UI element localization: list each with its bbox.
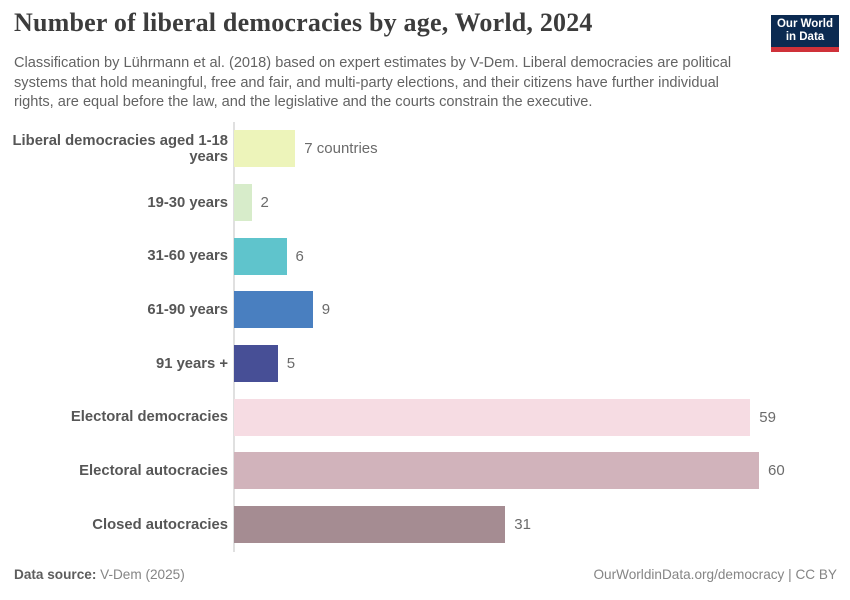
chart-rows: Liberal democracies aged 1-18 years 7 co… (0, 122, 850, 552)
bar-wrap: 2 (234, 184, 269, 222)
value-label: 2 (260, 194, 269, 212)
chart-row: Electoral autocracies 60 (0, 444, 850, 498)
category-label: Liberal democracies aged 1-18 years (12, 132, 228, 165)
bar-wrap: 7 countries (234, 130, 378, 168)
bar[interactable] (234, 345, 278, 383)
owid-logo[interactable]: Our World in Data (771, 15, 839, 52)
bar[interactable] (234, 237, 287, 275)
category-label: Closed autocracies (92, 516, 228, 533)
chart-row: Liberal democracies aged 1-18 years 7 co… (0, 122, 850, 176)
category-label: 61-90 years (147, 301, 228, 318)
bar-wrap: 60 (234, 452, 785, 490)
data-source-value: V-Dem (2025) (100, 567, 185, 582)
footer: Data source: V-Dem (2025) OurWorldinData… (14, 567, 837, 582)
license-label: | CC BY (784, 567, 837, 582)
bar[interactable] (234, 452, 759, 490)
bar-wrap: 31 (234, 506, 531, 544)
chart-row: Closed autocracies 31 (0, 498, 850, 552)
value-label: 9 (321, 301, 331, 319)
category-label: 31-60 years (147, 248, 228, 265)
bar[interactable] (234, 291, 313, 329)
data-source-label: Data source: (14, 567, 97, 582)
page-title: Number of liberal democracies by age, Wo… (14, 8, 593, 37)
footer-link[interactable]: OurWorldinData.org/democracy (593, 567, 785, 582)
bar-chart: Liberal democracies aged 1-18 years 7 co… (0, 122, 850, 552)
chart-row: 61-90 years 9 (0, 283, 850, 337)
category-label: 91 years + (156, 355, 228, 372)
category-label: Electoral democracies (70, 409, 228, 426)
bar-wrap: 9 (234, 291, 331, 329)
value-label: 31 (514, 516, 531, 534)
value-label: 59 (759, 408, 776, 426)
bar-wrap: 6 (234, 237, 304, 275)
license-note: OurWorldinData.org/democracy | CC BY (593, 567, 837, 582)
bar[interactable] (234, 506, 506, 544)
category-label: 19-30 years (147, 194, 228, 211)
bar-wrap: 5 (234, 345, 296, 383)
y-axis-line (233, 122, 235, 552)
owid-logo-line2: in Data (785, 31, 825, 43)
value-label: 6 (295, 247, 304, 265)
chart-row: 31-60 years 6 (0, 229, 850, 283)
owid-logo-line1: Our World (776, 17, 833, 30)
category-label: Electoral autocracies (79, 462, 228, 479)
bar[interactable] (234, 398, 751, 436)
value-label: 60 (768, 462, 785, 480)
value-label: 7 countries (304, 140, 378, 158)
value-label: 5 (286, 355, 296, 373)
data-source: Data source: V-Dem (2025) (14, 567, 185, 582)
bar-wrap: 59 (234, 398, 776, 436)
bar[interactable] (234, 184, 252, 222)
bar[interactable] (234, 130, 296, 168)
chart-row: 19-30 years 2 (0, 176, 850, 230)
chart-subtitle: Classification by Lührmann et al. (2018)… (14, 55, 732, 110)
chart-row: Electoral democracies 59 (0, 390, 850, 444)
chart-row: 91 years + 5 (0, 337, 850, 391)
